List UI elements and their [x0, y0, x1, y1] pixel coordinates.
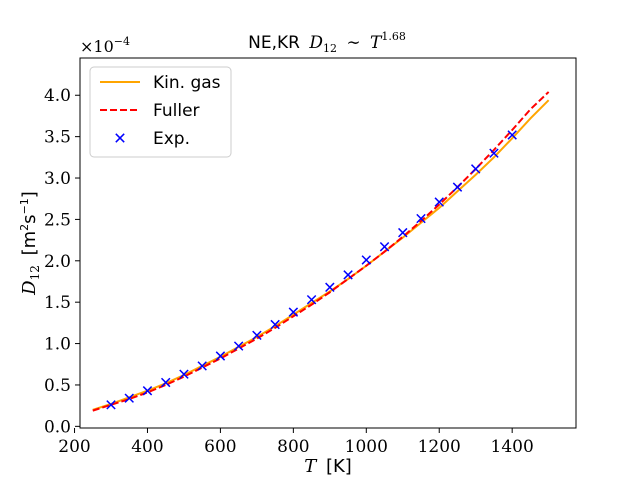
data-point-exp — [325, 282, 335, 293]
y-tick-label: 4.0 — [44, 86, 71, 106]
data-point-exp — [215, 351, 226, 361]
x-tick-label: 800 — [277, 437, 309, 457]
data-point-exp — [197, 361, 207, 371]
x-tick-label: 1400 — [491, 437, 534, 457]
x-tick-label: 1200 — [418, 437, 461, 457]
data-point-exp — [106, 400, 116, 410]
data-point-exp — [288, 307, 299, 317]
data-point-exp — [489, 148, 499, 158]
data-point-exp — [270, 319, 280, 330]
y-tick-label: 3.0 — [44, 169, 71, 189]
series-exp — [106, 130, 517, 410]
data-point-exp — [470, 164, 481, 174]
series-line-kin-gas — [92, 99, 550, 411]
legend-label-kin-gas: Kin. gas — [153, 73, 221, 93]
series-layer — [92, 91, 550, 412]
legend-label-exp: Exp. — [153, 129, 190, 149]
y-tick-label: 3.5 — [44, 128, 71, 148]
data-point-exp — [434, 197, 444, 207]
data-point-exp — [398, 227, 408, 238]
legend-box — [89, 66, 232, 158]
y-tick-label: 1.5 — [44, 293, 71, 313]
data-point-exp — [507, 130, 517, 140]
y-tick-label: 2.0 — [44, 252, 71, 272]
data-point-exp — [416, 213, 426, 224]
plot-frame — [79, 57, 577, 429]
data-point-exp — [343, 270, 353, 280]
chart-title: NE,KR D12 ∼ T1.68 — [248, 30, 406, 57]
y-tick-label: 0.5 — [44, 376, 71, 396]
y-tick-label: 2.5 — [44, 210, 71, 230]
data-point-exp — [233, 341, 244, 351]
y-axis-ticks: 0.0 0.5 1.0 1.5 2.0 2.5 3.0 3.5 4.0 — [44, 86, 80, 437]
y-tick-label: 1.0 — [44, 335, 71, 355]
data-point-exp — [160, 377, 171, 388]
y-axis-multiplier: ×10−4 — [80, 35, 130, 56]
legend-marker-exp — [115, 133, 125, 143]
data-point-exp — [452, 182, 463, 192]
data-point-exp — [124, 393, 134, 403]
data-point-exp — [179, 369, 189, 379]
data-point-exp — [142, 386, 153, 396]
x-axis-ticks: 200 400 600 800 1000 1200 1400 — [58, 428, 534, 457]
x-tick-label: 400 — [131, 437, 163, 457]
data-point-exp — [252, 330, 262, 341]
y-axis-label: D12 [m2s−1] — [18, 191, 44, 296]
x-tick-label: 200 — [58, 437, 90, 457]
x-tick-label: 1000 — [345, 437, 388, 457]
legend-swatch-exp — [115, 133, 125, 143]
data-point-exp — [361, 255, 372, 265]
y-tick-label: 0.0 — [44, 417, 71, 437]
data-point-exp — [379, 241, 390, 252]
legend-label-fuller: Fuller — [153, 101, 200, 121]
data-point-exp — [306, 294, 317, 305]
x-tick-label: 600 — [204, 437, 236, 457]
legend: Kin. gas Fuller Exp. — [89, 66, 232, 158]
x-axis-label: T [K] — [304, 456, 352, 477]
